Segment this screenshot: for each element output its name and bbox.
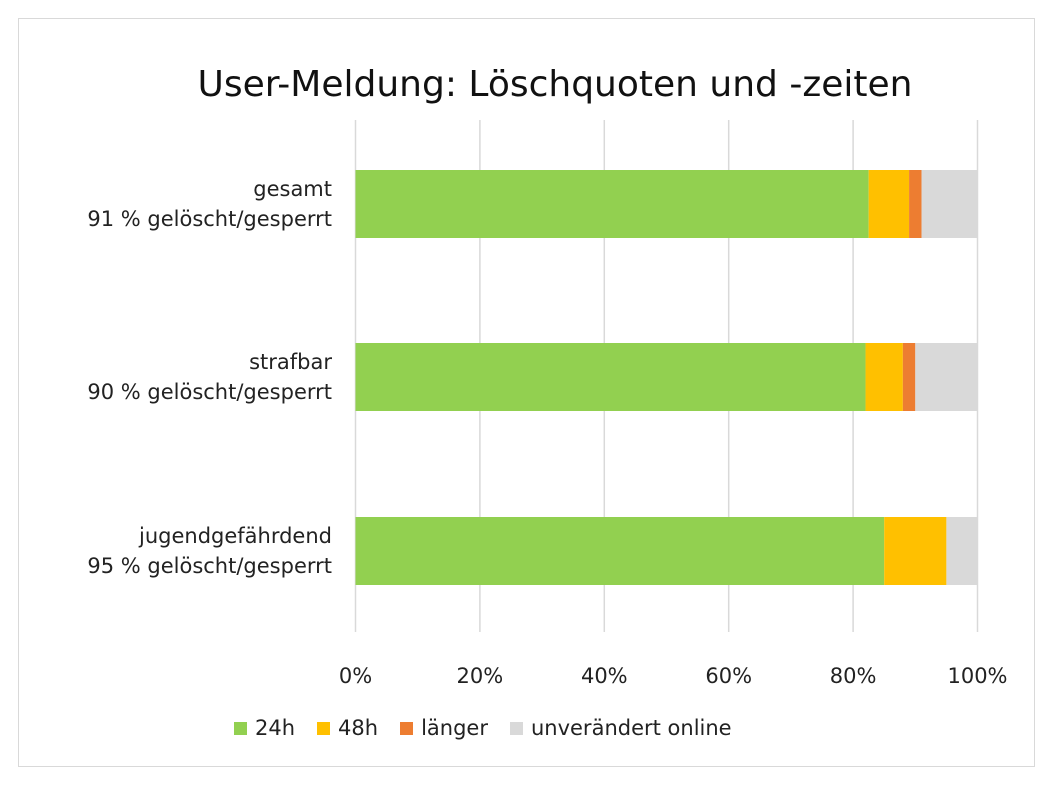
category-name: jugendgefährdend xyxy=(138,524,332,548)
bar-segment-unverändert-online xyxy=(915,343,978,411)
x-tick-label: 100% xyxy=(947,664,1007,688)
legend-swatch xyxy=(317,721,331,735)
bar-segment-48h xyxy=(868,170,910,238)
category-sub: 95 % gelöscht/gesperrt xyxy=(87,554,332,578)
category-sub: 91 % gelöscht/gesperrt xyxy=(87,207,332,231)
legend-label: unverändert online xyxy=(530,716,732,740)
category-sub: 90 % gelöscht/gesperrt xyxy=(87,380,332,404)
x-tick-label: 60% xyxy=(705,664,752,688)
chart-frame xyxy=(18,18,1035,767)
chart-title: User-Meldung: Löschquoten und -zeiten xyxy=(197,64,913,105)
bar-segment-48h xyxy=(865,343,903,411)
x-tick-label: 20% xyxy=(457,664,504,688)
x-tick-label: 40% xyxy=(581,664,628,688)
category-label-0: gesamt 91 % gelöscht/gesperrt xyxy=(87,174,332,234)
legend: 24h 48h länger unverändert online xyxy=(234,716,732,740)
legend-swatch xyxy=(234,721,247,735)
legend-item-unveraendert: unverändert online xyxy=(509,716,732,740)
legend-item-48h: 48h xyxy=(317,716,378,740)
legend-label: länger xyxy=(421,716,488,740)
category-label-2: jugendgefährdend 95 % gelöscht/gesperrt xyxy=(87,521,332,581)
legend-swatch xyxy=(509,721,523,735)
bar-segment-unverändert-online xyxy=(946,517,978,585)
legend-item-laenger: länger xyxy=(400,716,488,740)
bar-segment-24h xyxy=(355,170,869,238)
bar-segment-48h xyxy=(884,517,947,585)
bar-segment-24h xyxy=(355,343,866,411)
bar-segment-länger xyxy=(909,170,922,238)
category-label-1: strafbar 90 % gelöscht/gesperrt xyxy=(87,347,332,407)
category-name: gesamt xyxy=(253,177,332,201)
bar-segment-24h xyxy=(355,517,885,585)
legend-item-24h: 24h xyxy=(234,716,295,740)
bar-segment-unverändert-online xyxy=(921,170,978,238)
legend-swatch xyxy=(400,721,414,735)
legend-label: 24h xyxy=(255,716,296,740)
legend-label: 48h xyxy=(338,716,379,740)
bar-segment-länger xyxy=(902,343,916,411)
category-name: strafbar xyxy=(249,350,332,374)
x-tick-label: 80% xyxy=(830,664,877,688)
x-tick-label: 0% xyxy=(339,664,372,688)
